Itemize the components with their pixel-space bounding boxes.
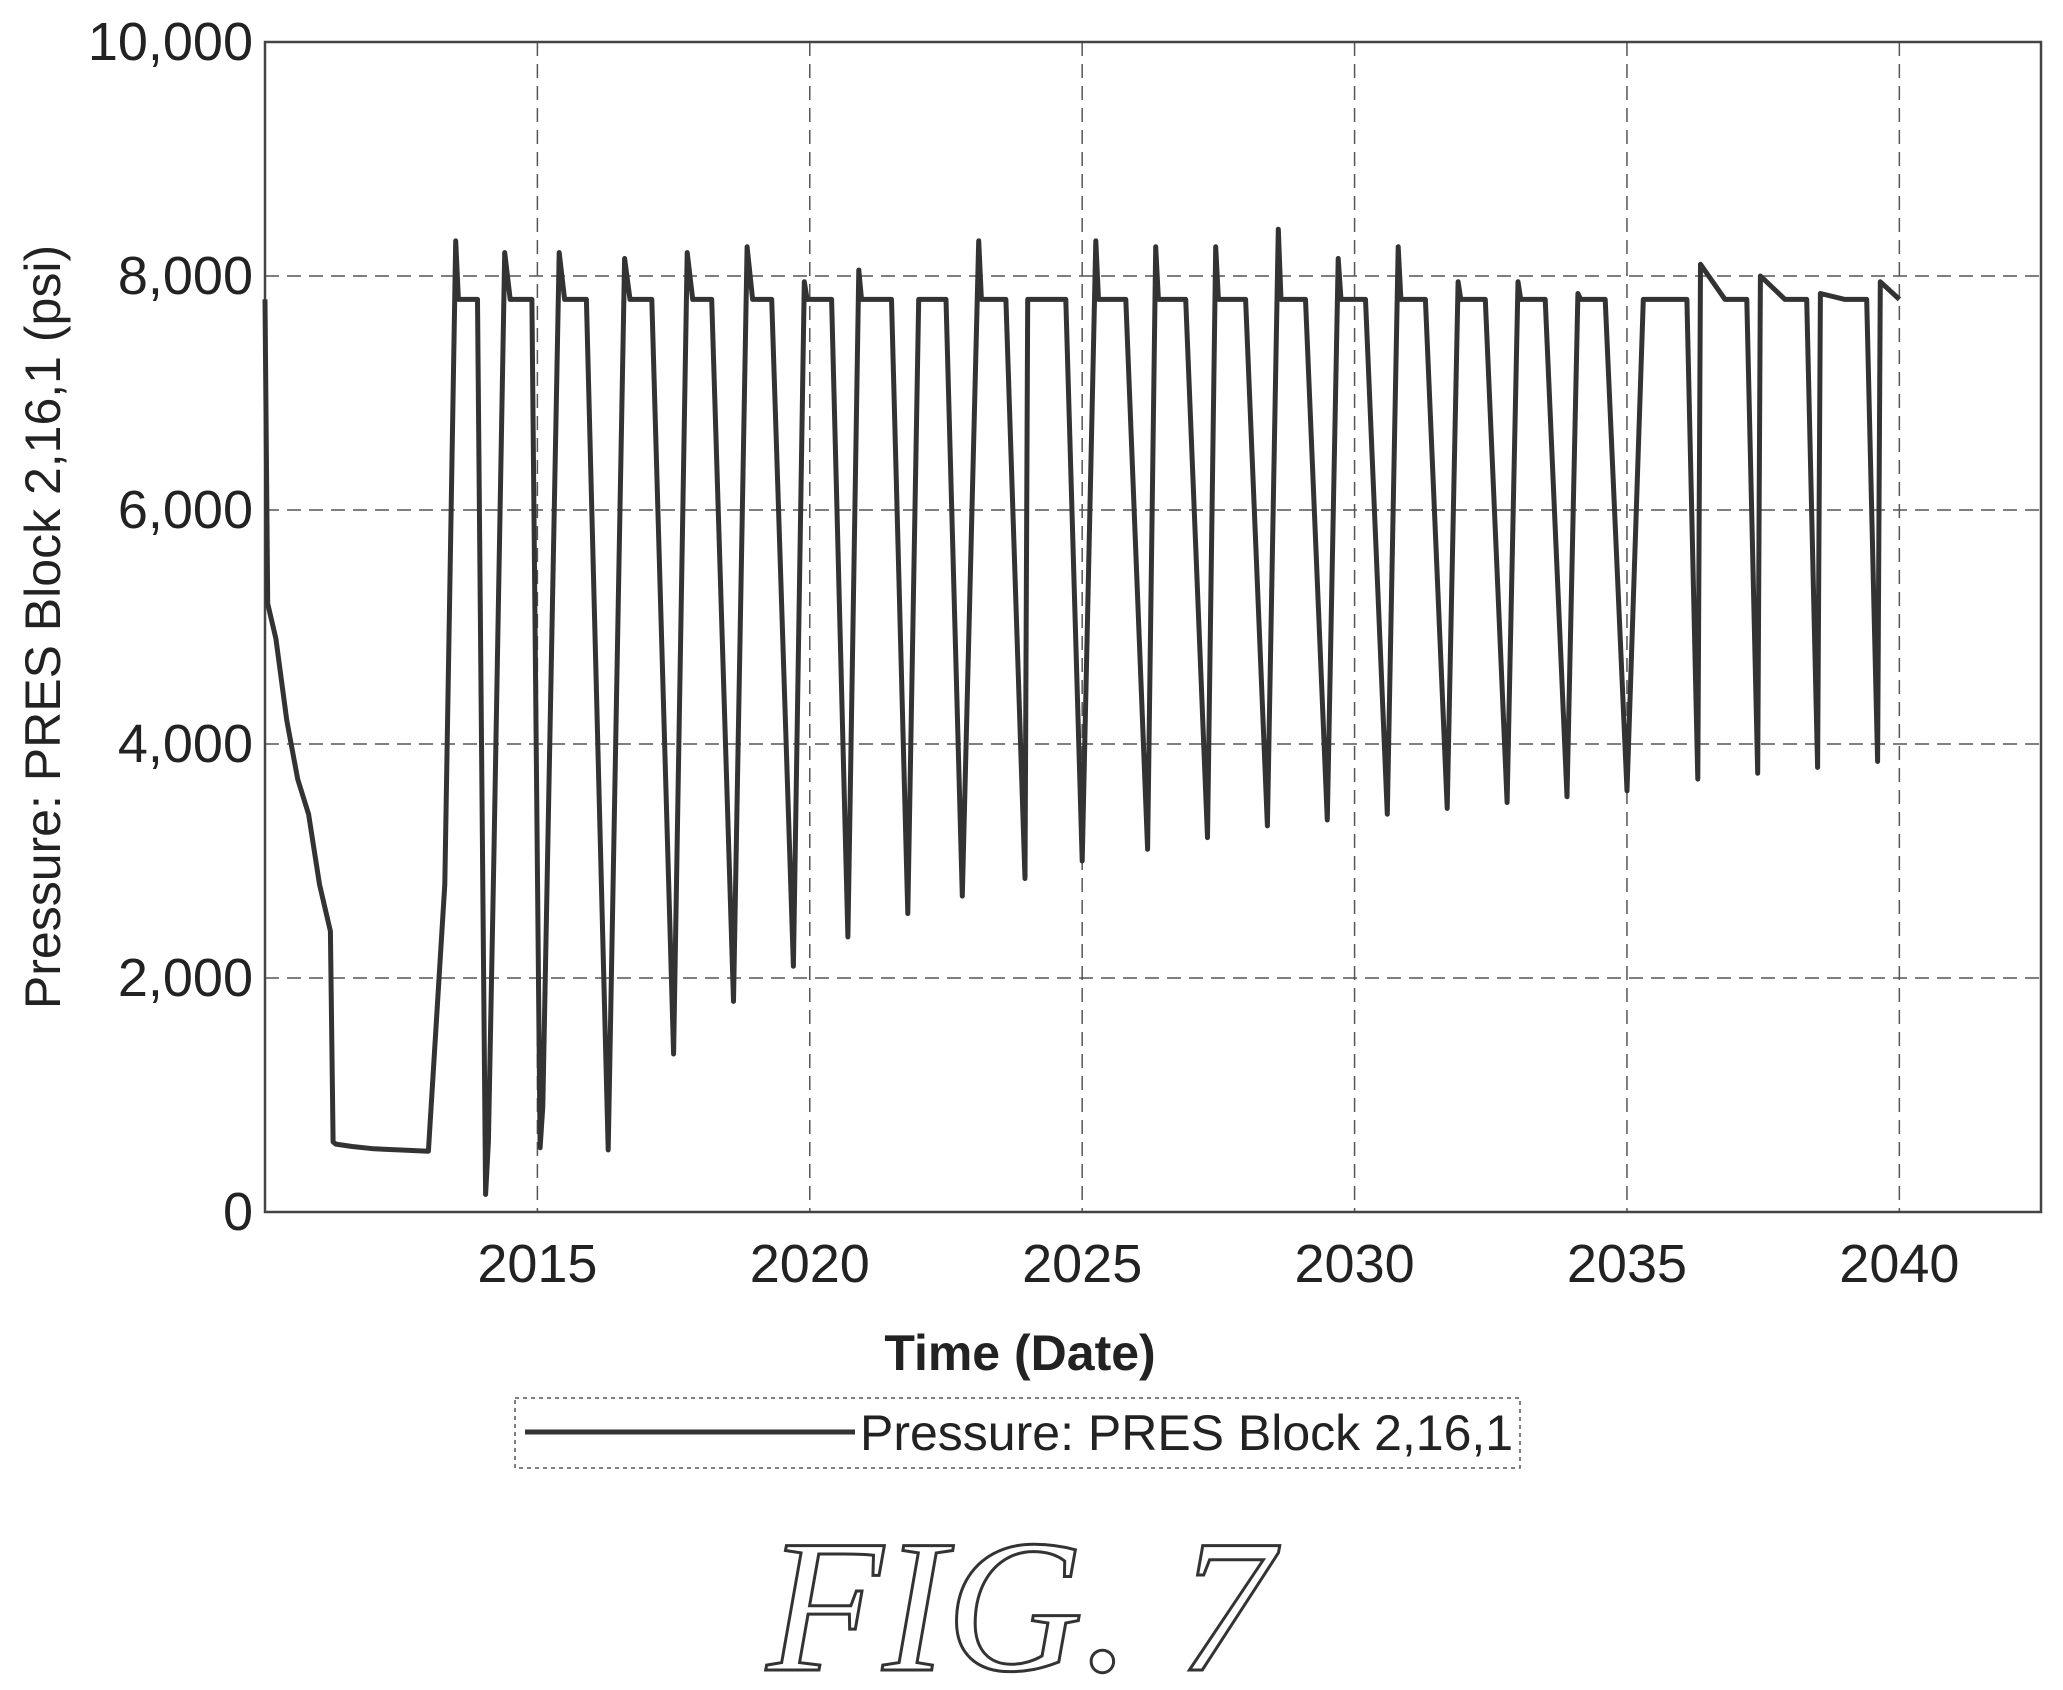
plot-frame — [263, 40, 2043, 1214]
grid-lines — [265, 42, 2041, 1212]
y-axis-title: Pressure: PRES Block 2,16,1 (psi) — [15, 245, 71, 1009]
x-axis-ticks: 2015 2020 2025 2030 2035 2040 — [477, 1234, 1959, 1294]
x-tick-label: 2030 — [1295, 1234, 1415, 1294]
legend: Pressure: PRES Block 2,16,1 — [514, 1397, 1521, 1469]
series-line-pressure — [262, 226, 1902, 1197]
y-tick-label: 2,000 — [118, 948, 253, 1008]
y-tick-label: 0 — [223, 1182, 253, 1242]
y-tick-label: 10,000 — [88, 12, 253, 72]
y-tick-label: 6,000 — [118, 480, 253, 540]
y-tick-label: 4,000 — [118, 714, 253, 774]
y-axis-ticks: 0 2,000 4,000 6,000 8,000 10,000 — [88, 12, 253, 1242]
x-tick-label: 2025 — [1022, 1234, 1142, 1294]
y-tick-label: 8,000 — [118, 246, 253, 306]
x-tick-label: 2035 — [1567, 1234, 1687, 1294]
legend-box — [514, 1397, 1521, 1469]
x-axis-title: Time (Date) — [884, 1325, 1155, 1381]
legend-label: Pressure: PRES Block 2,16,1 — [860, 1405, 1513, 1461]
x-tick-label: 2020 — [750, 1234, 870, 1294]
x-tick-label: 2040 — [1839, 1234, 1959, 1294]
figure-label: FIG. 7 — [765, 1502, 1281, 1690]
x-tick-label: 2015 — [477, 1234, 597, 1294]
